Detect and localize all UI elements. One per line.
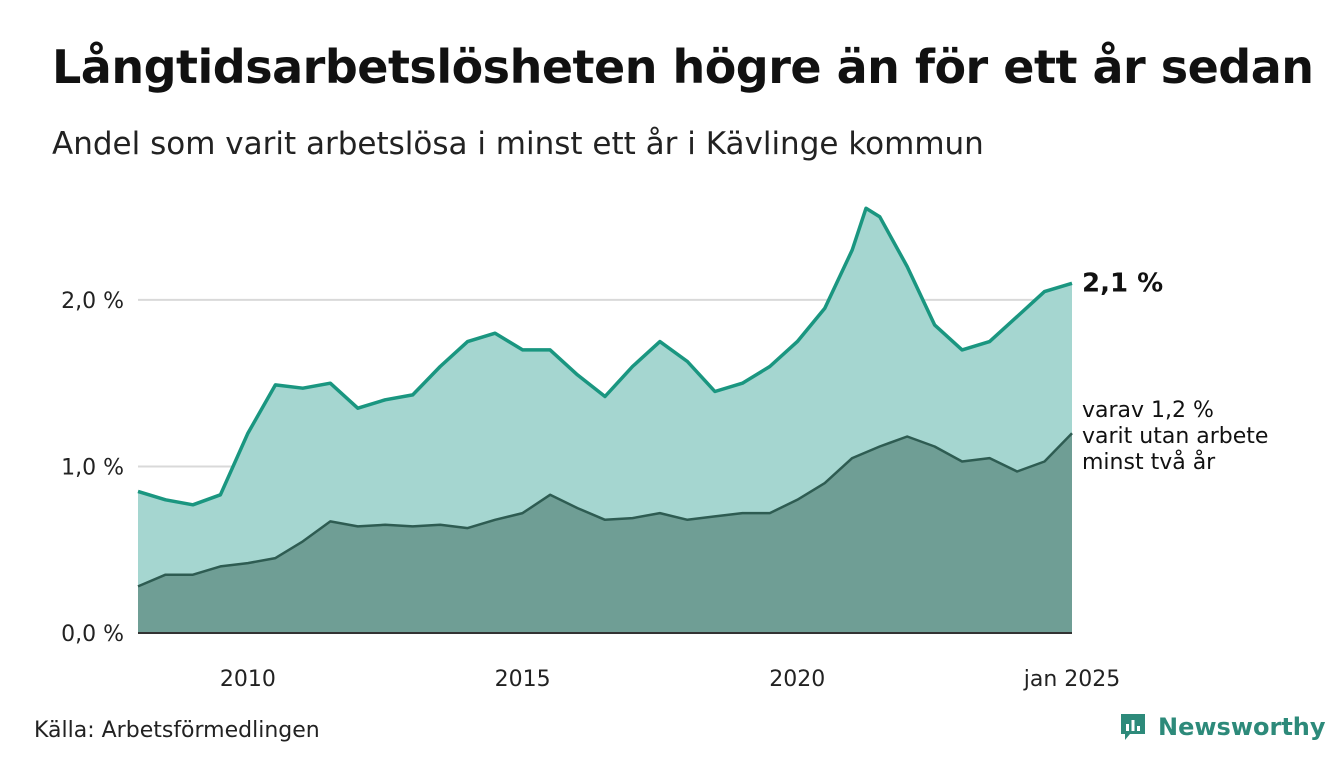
chart-areas: [137, 206, 1073, 634]
brand-name: Newsworthy: [1158, 713, 1326, 741]
y-tick-label: 2,0 %: [61, 289, 124, 314]
total-series-line: [137, 206, 1073, 507]
x-tick-label: 2010: [220, 667, 276, 692]
y-tick-label: 1,0 %: [61, 455, 124, 480]
long-end-label-line: varav 1,2 %: [1082, 398, 1214, 423]
chart-title: Långtidsarbetslösheten högre än för ett …: [52, 40, 1314, 94]
source-note: Källa: Arbetsförmedlingen: [34, 718, 320, 743]
long-end-label-line: varit utan arbete: [1082, 424, 1268, 449]
long-series-line: [137, 432, 1073, 588]
x-tick-label: 2020: [769, 667, 825, 692]
long-series-area: [138, 433, 1072, 633]
brand-logo[interactable]: Newsworthy: [1118, 712, 1326, 742]
x-tick-label: 2015: [495, 667, 551, 692]
long-end-label-line: minst två år: [1082, 449, 1216, 475]
chart-subtitle: Andel som varit arbetslösa i minst ett å…: [52, 126, 984, 162]
newsworthy-logo-icon: [1121, 714, 1145, 740]
x-tick-label: jan 2025: [1023, 667, 1121, 692]
chart-axes: 0,0 % 1,0 % 2,0 % 2010 2015 2020 jan 2025: [61, 289, 1120, 692]
y-tick-label: 0,0 %: [61, 622, 124, 647]
total-end-label: 2,1 %: [1082, 268, 1163, 298]
